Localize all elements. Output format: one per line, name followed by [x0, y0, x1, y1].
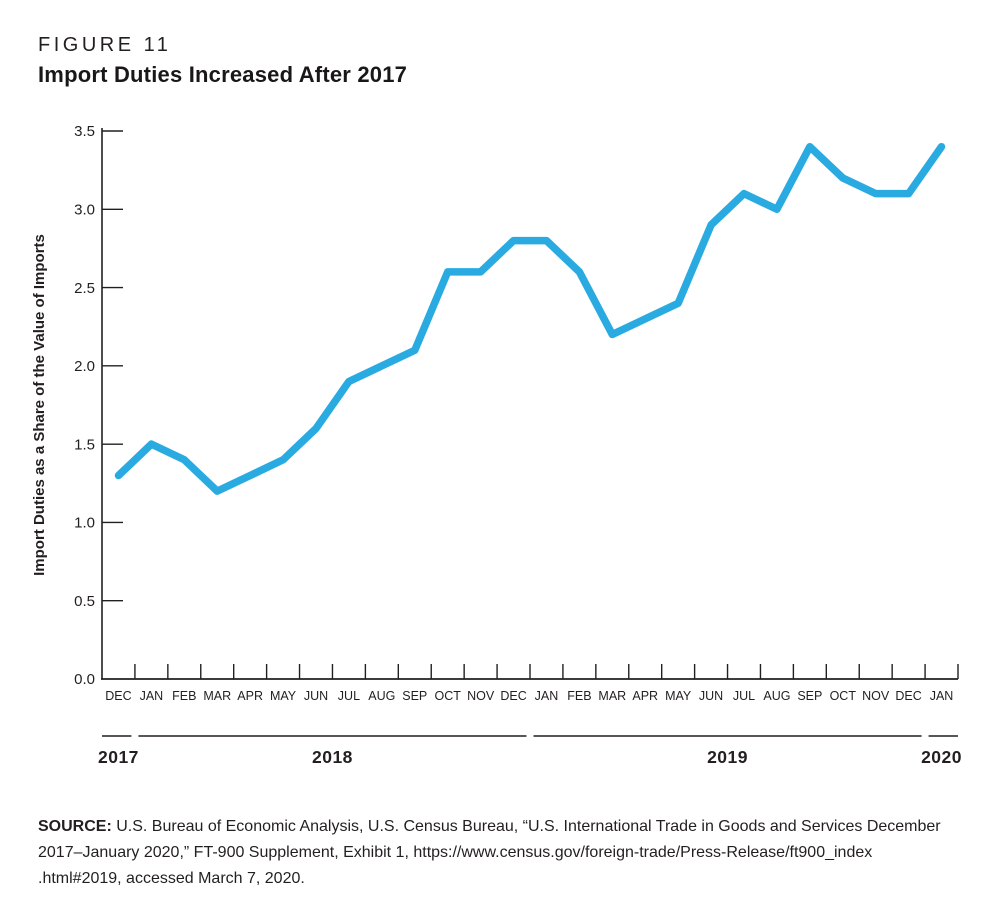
y-tick-label: 1.0	[74, 515, 95, 532]
chart-svg: 0.0 0.5 1.0 1.5 2.0 2.5 3.0 3.5 DEC JAN FEB MAR APR M…	[31, 123, 962, 767]
year-label: 2020	[921, 747, 962, 767]
x-month-label: DEC	[895, 689, 921, 703]
year-label: 2018	[312, 747, 353, 767]
x-month-label: NOV	[467, 689, 495, 703]
x-month-label: OCT	[830, 689, 857, 703]
source-line: 2017–January 2020,” FT-900 Supplement, E…	[38, 844, 873, 861]
source-line: U.S. Bureau of Economic Analysis, U.S. C…	[116, 818, 941, 835]
x-month-label: MAR	[203, 689, 231, 703]
x-month-label: JUN	[699, 689, 723, 703]
y-tick-label: 2.0	[74, 358, 95, 375]
x-month-label: APR	[632, 689, 658, 703]
x-month-label: SEP	[797, 689, 822, 703]
year-label: 2017	[98, 747, 139, 767]
x-month-label: FEB	[567, 689, 591, 703]
x-month-label: MAR	[598, 689, 626, 703]
y-tick-label: 1.5	[74, 436, 95, 453]
figure-header: FIGURE 11 Import Duties Increased After …	[38, 34, 407, 87]
y-axis-title: Import Duties as a Share of the Value of…	[31, 234, 48, 576]
x-month-label: JUL	[338, 689, 360, 703]
y-tick-label: 3.5	[74, 123, 95, 140]
figure-title: Import Duties Increased After 2017	[38, 62, 408, 87]
x-month-label: JUN	[304, 689, 328, 703]
x-month-label: JUL	[733, 689, 755, 703]
x-month-label: MAY	[270, 689, 297, 703]
x-month-label: JAN	[140, 689, 164, 703]
line-chart: 0.0 0.5 1.0 1.5 2.0 2.5 3.0 3.5 DEC JAN FEB MAR APR M…	[0, 100, 1000, 790]
x-month-label: JAN	[930, 689, 954, 703]
figure-label: FIGURE 11	[38, 34, 172, 56]
x-month-label: AUG	[763, 689, 790, 703]
y-tick-label: 2.5	[74, 280, 95, 297]
y-tick-label: 0.0	[74, 671, 95, 688]
x-month-label: DEC	[500, 689, 526, 703]
x-month-label: JAN	[535, 689, 559, 703]
x-month-label: MAY	[665, 689, 692, 703]
year-label: 2019	[707, 747, 748, 767]
x-month-label: APR	[237, 689, 263, 703]
source-label: SOURCE:	[38, 818, 112, 835]
y-tick-label: 3.0	[74, 201, 95, 218]
x-month-label: FEB	[172, 689, 196, 703]
data-line	[114, 142, 946, 495]
x-month-label: DEC	[105, 689, 131, 703]
x-month-label: OCT	[434, 689, 461, 703]
source-note: SOURCE: U.S. Bureau of Economic Analysis…	[38, 814, 953, 892]
x-month-label: AUG	[368, 689, 395, 703]
source-line: .html#2019, accessed March 7, 2020.	[38, 870, 305, 887]
x-month-label: NOV	[862, 689, 890, 703]
x-month-label: SEP	[402, 689, 427, 703]
y-tick-label: 0.5	[74, 593, 95, 610]
